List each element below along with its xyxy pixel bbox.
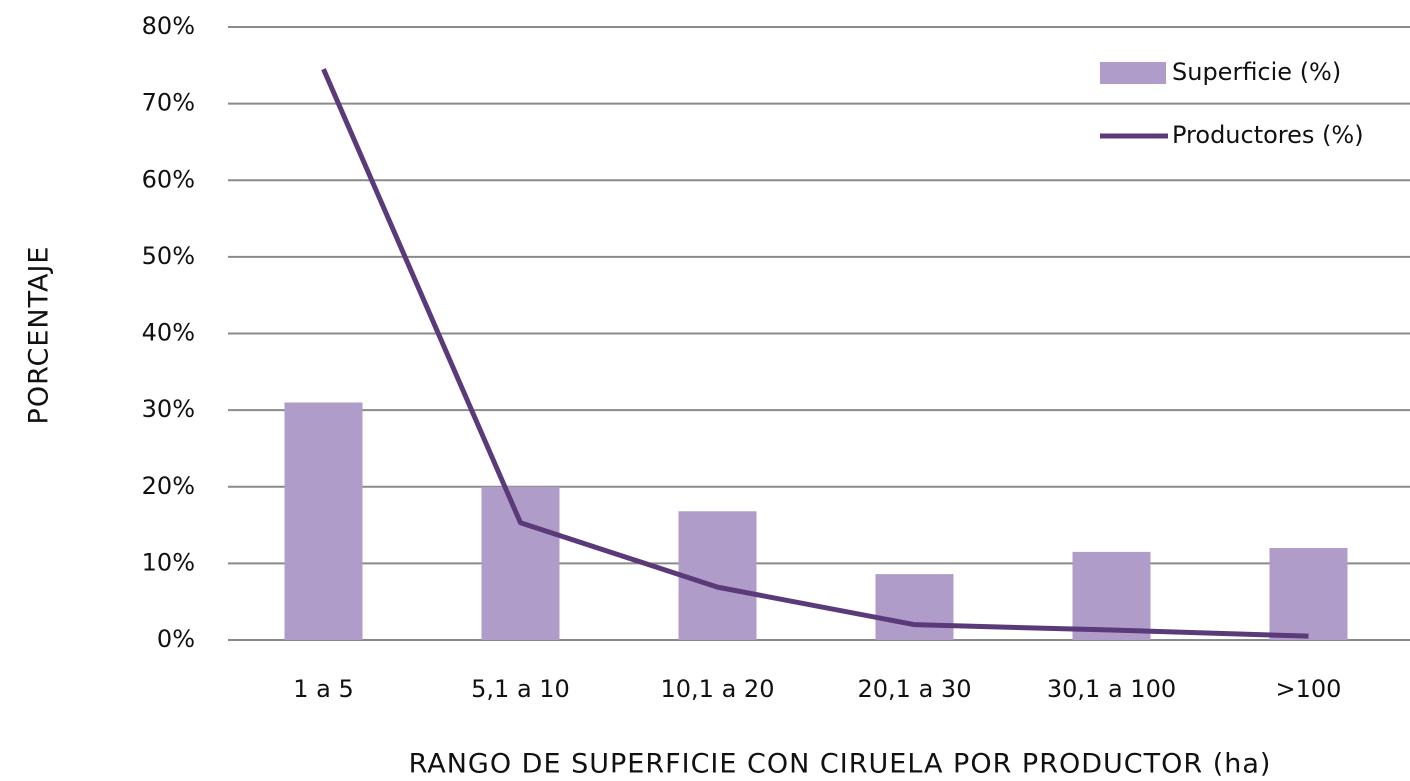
- legend-label: Superficie (%): [1172, 58, 1341, 86]
- y-tick-label: 70%: [142, 89, 195, 117]
- y-tick-label: 30%: [142, 395, 195, 423]
- y-tick-label: 80%: [142, 12, 195, 40]
- x-tick-label: 5,1 a 10: [471, 675, 570, 703]
- x-tick-label: 30,1 a 100: [1047, 675, 1176, 703]
- legend-label: Productores (%): [1172, 121, 1364, 149]
- y-tick-label: 50%: [142, 242, 195, 270]
- bar: [678, 511, 757, 640]
- y-tick-label: 60%: [142, 165, 195, 193]
- x-axis-title: RANGO DE SUPERFICIE CON CIRUELA POR PROD…: [409, 749, 1272, 780]
- x-tick-label: 1 a 5: [293, 675, 354, 703]
- bar: [875, 574, 954, 640]
- x-tick-label: >100: [1276, 675, 1342, 703]
- bar: [1072, 551, 1151, 640]
- x-tick-label: 20,1 a 30: [858, 675, 972, 703]
- y-tick-label: 40%: [142, 319, 195, 347]
- bar: [284, 402, 363, 640]
- bar: [481, 486, 560, 640]
- y-tick-label: 20%: [142, 472, 195, 500]
- x-tick-label: 10,1 a 20: [661, 675, 775, 703]
- bar: [1269, 548, 1348, 640]
- legend-swatch: [1100, 62, 1166, 84]
- y-tick-label: 0%: [157, 625, 195, 653]
- line: [321, 68, 1309, 639]
- y-tick-label: 10%: [142, 548, 195, 576]
- y-axis-title: PORCENTAJE: [24, 246, 55, 425]
